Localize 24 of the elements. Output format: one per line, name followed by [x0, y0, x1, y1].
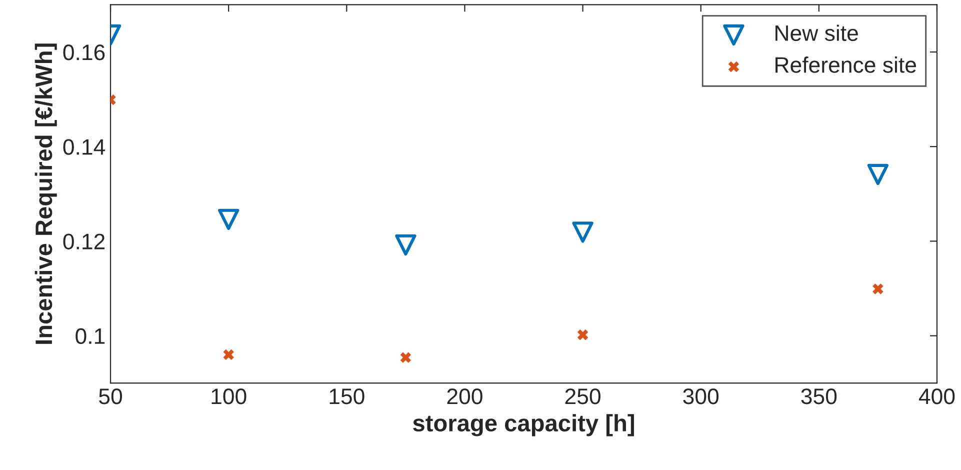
- point: [577, 329, 588, 340]
- point: [572, 222, 594, 243]
- point: [872, 284, 884, 294]
- x-tick-label: 200: [447, 388, 482, 404]
- x-tick-label: 100: [212, 388, 246, 404]
- y-tick-label: 0.1: [76, 328, 105, 344]
- x-tick-label: 150: [330, 388, 364, 404]
- legend-label: New site: [776, 24, 858, 42]
- x-tick-label: 300: [683, 388, 719, 404]
- point: [395, 234, 416, 256]
- y-tick-label: 0.14: [63, 139, 106, 155]
- x-tick-label: 400: [918, 388, 955, 404]
- x-tick-label: 350: [801, 388, 837, 404]
- point: [218, 208, 240, 230]
- point: [223, 349, 234, 360]
- x-axis-title: storage capacity [h]: [413, 414, 634, 436]
- y-tick-label: 0.12: [63, 234, 105, 250]
- x-tick-label: 50: [99, 388, 122, 404]
- y-tick-label: 0.16: [63, 44, 105, 60]
- point: [867, 164, 889, 186]
- legend-label: Reference site: [776, 56, 916, 73]
- point: [400, 352, 412, 363]
- x-tick-label: 250: [565, 388, 600, 404]
- y-axis-title: Incentive Required [€/kWh]: [34, 44, 57, 344]
